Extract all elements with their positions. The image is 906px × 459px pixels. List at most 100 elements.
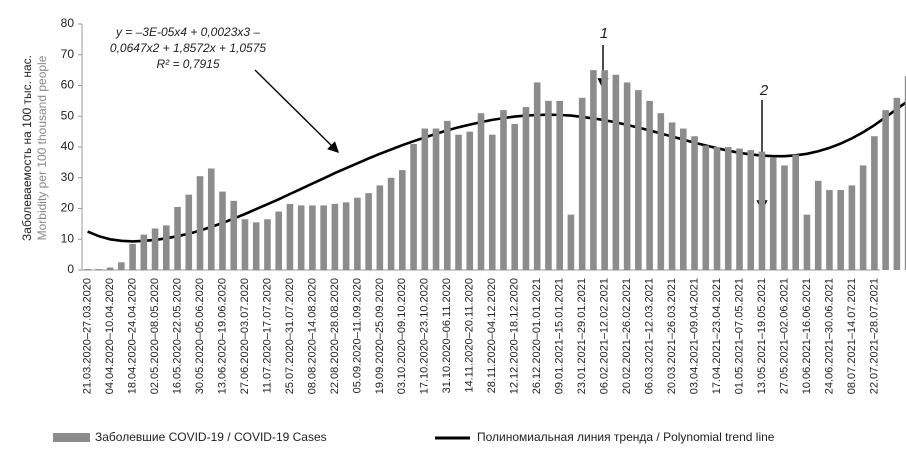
equation: y = –3E-05x4 + 0,0023x3 – (115, 25, 260, 39)
y-tick-label: 70 (61, 47, 75, 61)
bar (432, 128, 440, 270)
bar (185, 194, 193, 270)
equation: R² = 0,7915 (156, 57, 219, 71)
bar (331, 203, 339, 270)
x-tick-label: 16.05.2020–22.05.2020 (171, 278, 183, 394)
bar (118, 262, 125, 270)
x-tick-label: 24.06.2021–30.06.2021 (823, 278, 835, 394)
bar (871, 136, 878, 270)
y-tick-label: 20 (61, 201, 75, 215)
bar (421, 128, 429, 270)
bar (635, 90, 642, 270)
bar (533, 82, 541, 270)
bar (387, 177, 395, 270)
bar (567, 214, 575, 270)
bar (601, 70, 608, 270)
x-tick-label: 20.02.2021–26.02.2021 (621, 278, 633, 394)
x-tick-label: 30.05.2020–05.06.2020 (194, 278, 206, 394)
bar (590, 70, 597, 270)
bar (680, 128, 687, 270)
bar (758, 151, 766, 270)
bar (702, 145, 710, 270)
bar (129, 243, 136, 270)
bar (309, 205, 316, 270)
x-tick-label: 25.07.2020–31.07.2020 (284, 278, 296, 394)
y-tick-label: 40 (61, 139, 75, 153)
bar (455, 134, 462, 270)
marker-label: 1 (600, 25, 608, 42)
bar (252, 222, 260, 270)
x-tick-label: 17.10.2020–23.10.2020 (419, 278, 431, 394)
bar (354, 197, 361, 270)
x-tick-label: 08.08.2020–14.08.2020 (306, 278, 318, 394)
y-tick-label: 30 (61, 170, 75, 184)
y-tick-label: 0 (67, 262, 74, 276)
x-tick-label: 06.02.2021–12.02.2021 (599, 278, 611, 394)
bar (320, 205, 327, 270)
bar (545, 100, 552, 270)
x-tick-label: 14.11.2020–20.11.2020 (464, 278, 476, 393)
x-tick-label: 08.07.2021–14.07.2021 (846, 278, 858, 394)
bar (904, 76, 906, 271)
bar (792, 154, 800, 270)
bar (286, 203, 294, 270)
bar (556, 100, 563, 270)
bar (814, 180, 822, 270)
bar (848, 185, 856, 270)
equation: 0,0647x2 + 1,8572x + 1,0575 (110, 41, 266, 55)
bar (106, 267, 114, 270)
bar (466, 131, 474, 270)
x-tick-label: 22.08.2020–28.08.2020 (329, 278, 341, 394)
y-tick-label: 50 (61, 108, 75, 122)
x-tick-label: 28.11.2020–04.12.2020 (486, 278, 498, 393)
bar (747, 150, 755, 270)
bar (162, 225, 170, 270)
bar (365, 193, 372, 270)
bar (376, 185, 384, 270)
legend-swatch (53, 433, 90, 442)
x-tick-label: 23.01.2021–29.01.2021 (576, 278, 588, 394)
x-tick-label: 19.09.2020–25.09.2020 (374, 278, 386, 394)
bar (736, 148, 743, 270)
x-tick-label: 06.03.2021–12.03.2021 (643, 278, 655, 394)
bar (781, 165, 788, 270)
legend-label: Заболевшие COVID-19 / COVID-19 Cases (95, 430, 327, 444)
x-tick-label: 05.09.2020–11.09.2020 (351, 278, 363, 393)
bar (837, 190, 844, 270)
bar (769, 157, 777, 270)
bar (882, 110, 889, 270)
bar (657, 113, 665, 270)
y-tick-label: 80 (61, 16, 75, 30)
bar (275, 211, 282, 270)
bar (488, 134, 496, 270)
bar (230, 200, 238, 270)
bar (859, 165, 867, 270)
x-tick-label: 20.03.2021–26.03.2021 (666, 278, 678, 394)
bar (500, 110, 507, 270)
bar (140, 234, 148, 270)
bar (342, 202, 350, 270)
marker-label: 2 (759, 82, 769, 99)
y-tick-label: 10 (61, 231, 75, 245)
x-tick-label: 17.04.2021–23.04.2021 (711, 278, 723, 394)
bar (713, 147, 721, 270)
bar (826, 190, 833, 270)
bar (297, 205, 305, 270)
bar (691, 136, 698, 270)
bar (241, 219, 249, 270)
bar (410, 143, 417, 270)
bar (151, 228, 159, 270)
x-tick-label: 31.10.2020–06.11.2020 (441, 278, 453, 393)
bar (646, 100, 653, 270)
x-tick-label: 22.07.2021–28.07.2021 (868, 278, 880, 394)
x-tick-label: 13.05.2021–19.05.2021 (756, 278, 768, 394)
y-axis-label: Заболеваемость на 100 тыс. нас. (20, 55, 34, 241)
legend-label: Полиномиальная линия тренда / Polynomial… (477, 430, 775, 444)
x-tick-label: 13.06.2020–19.06.2020 (216, 278, 228, 394)
bar (477, 113, 485, 270)
x-tick-label: 12.12.2020–18.12.2020 (509, 278, 521, 394)
x-tick-label: 18.04.2020–24.04.2020 (126, 278, 138, 394)
bar (724, 147, 732, 270)
bar (196, 176, 204, 270)
